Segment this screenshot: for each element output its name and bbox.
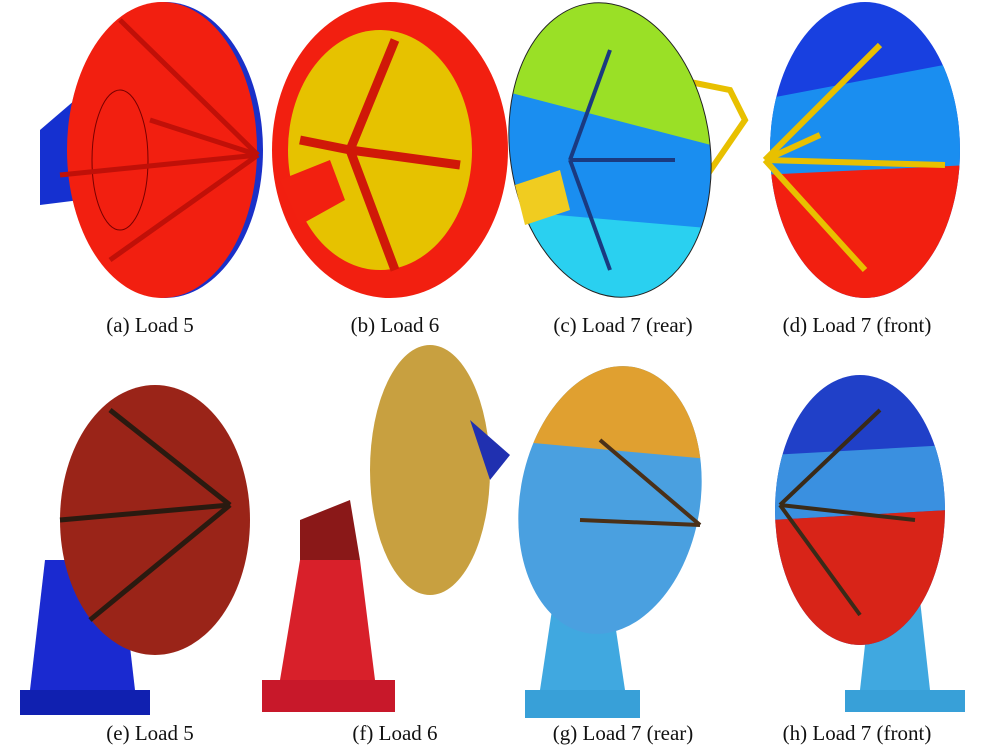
caption: (c) Load 7 (rear)	[553, 313, 692, 337]
panel-g	[500, 360, 720, 718]
caption: (b) Load 6	[351, 313, 440, 337]
panel-e	[20, 385, 250, 715]
caption: (f) Load 6	[352, 721, 437, 745]
figure: (a) Load 5 (b) Load 6 (c) Load 7 (rear) …	[0, 0, 981, 746]
caption: (a) Load 5	[106, 313, 193, 337]
caption: (e) Load 5	[106, 721, 193, 745]
caption: (g) Load 7 (rear)	[553, 721, 694, 745]
panel-a	[40, 2, 263, 298]
caption: (h) Load 7 (front)	[783, 721, 932, 745]
panel-f	[262, 345, 510, 712]
caption: (d) Load 7 (front)	[783, 313, 932, 337]
panel-c	[490, 0, 745, 310]
panel-b	[272, 2, 508, 298]
panel-d	[760, 0, 970, 300]
panel-h	[770, 370, 965, 712]
